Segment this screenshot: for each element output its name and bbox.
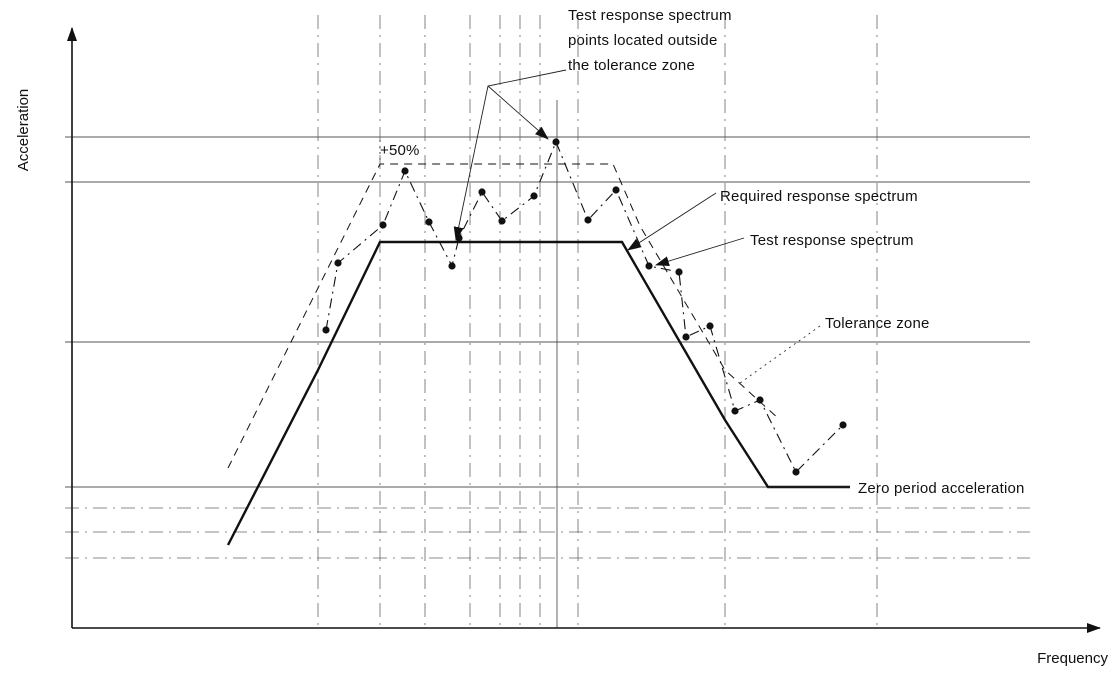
test-point xyxy=(645,262,653,270)
test-point xyxy=(682,333,690,341)
required-label: Required response spectrum xyxy=(720,188,918,205)
annotation-leaders xyxy=(379,69,850,488)
test-point xyxy=(584,216,592,224)
test-point xyxy=(322,326,330,334)
test-point xyxy=(498,217,506,225)
horizontal-grid xyxy=(65,136,1030,559)
test-point xyxy=(425,218,433,226)
test-point xyxy=(839,421,847,429)
test-point xyxy=(379,221,387,229)
plus50-label: +50% xyxy=(380,142,420,159)
outside-zone-label-line3: the tolerance zone xyxy=(568,57,695,74)
test-label: Test response spectrum xyxy=(750,232,914,249)
outside-zone-label-line2: points located outside xyxy=(568,32,718,49)
test-point xyxy=(552,138,560,146)
outside-zone-label-line1: Test response spectrum xyxy=(568,7,732,24)
x-axis-title: Frequency xyxy=(1037,650,1108,667)
zpa-label: Zero period acceleration xyxy=(858,480,1025,497)
required-leader xyxy=(627,192,717,251)
test-point xyxy=(478,188,486,196)
test-point xyxy=(731,407,739,415)
test-point xyxy=(675,268,683,276)
test-point xyxy=(792,468,800,476)
vertical-grid xyxy=(317,15,878,628)
test-response-spectrum-line xyxy=(325,140,844,473)
test-leader xyxy=(655,237,745,266)
outside-zone-leader xyxy=(453,69,567,241)
test-point xyxy=(334,259,342,267)
test-point xyxy=(706,322,714,330)
test-point xyxy=(612,186,620,194)
required-response-spectrum-line xyxy=(226,240,850,546)
tolerance-leader xyxy=(739,325,821,384)
test-point xyxy=(530,192,538,200)
test-point xyxy=(448,262,456,270)
y-axis-title: Acceleration xyxy=(15,89,32,172)
test-point xyxy=(756,396,764,404)
axes xyxy=(67,27,1101,633)
test-point xyxy=(401,167,409,175)
tolerance-label: Tolerance zone xyxy=(825,315,930,332)
tolerance-zone-line xyxy=(227,163,781,469)
outside-zone-leader xyxy=(487,85,549,140)
